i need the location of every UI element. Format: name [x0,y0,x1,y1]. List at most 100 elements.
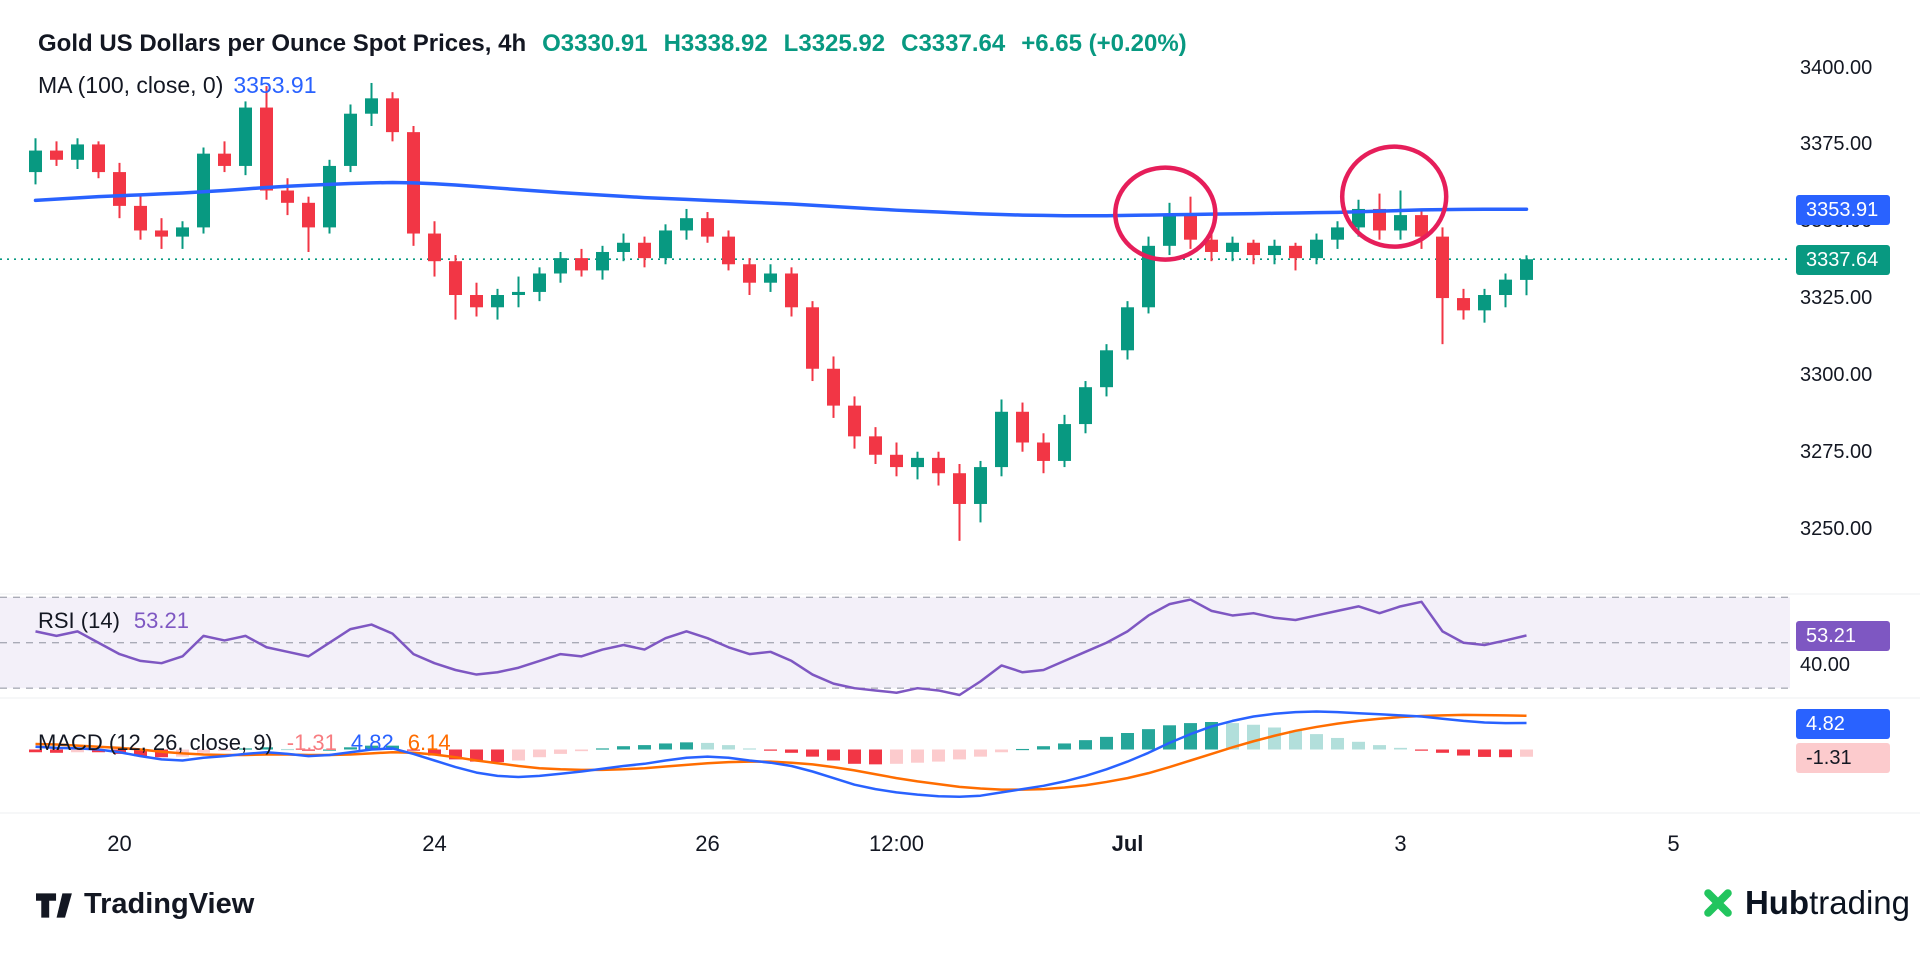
macd-hist-bar [134,749,147,757]
rsi-value-badge: 53.21 [1796,621,1890,652]
candle-body [1415,215,1428,237]
macd-hist-bar [1415,749,1428,751]
macd-hist-bar [1058,743,1071,750]
candle-body [1394,215,1407,231]
macd-hist-bar [302,749,315,751]
macd-hist-bar [92,749,105,753]
macd-hist-bar [575,749,588,752]
candle-body [1331,227,1344,240]
macd-hist-bar [764,749,777,751]
candle-body [869,436,882,455]
candle-body [1184,215,1197,240]
macd-hist-bar [512,749,525,761]
price-change: +6.65 (+0.20%) [1021,30,1187,57]
macd-hist-bar [701,742,714,750]
candle-body [575,258,588,271]
macd-line-value: 4.82 [350,730,394,755]
macd-hist-bar [869,749,882,765]
candle-body [701,218,714,237]
candle-body [680,218,693,231]
candle-body [995,411,1008,468]
candle-body [470,295,483,308]
macd-hist-bar [974,749,987,757]
macd-hist-bar [1457,749,1470,756]
candle-body [50,150,63,160]
macd-hist-bar [239,748,252,750]
ma-price-badge: 3353.91 [1796,195,1890,226]
symbol-title: Gold US Dollars per Ounce Spot Prices, 4… [38,30,527,57]
macd-hist-bar [1394,747,1407,750]
macd-indicator-label: MACD (12, 26, close, 9) [38,730,273,755]
macd-hist-bar [428,749,441,756]
macd-hist-bar [1142,729,1155,750]
candle-body [596,251,609,271]
candle-body [155,230,168,237]
hubtrading-icon [1704,889,1732,917]
ma-indicator-row: MA (100, close, 0) 3353.91 [38,72,1187,100]
price-axis-tick: 3325.00 [1800,287,1873,310]
rsi-pane-header: RSI (14) 53.21 [38,608,189,634]
candle-body [1373,208,1386,231]
macd-hist-bar [1331,737,1344,750]
macd-hist-badge: -1.31 [1796,742,1890,773]
candle-body [449,261,462,295]
candle-body [29,150,42,173]
macd-hist-bar [407,749,420,751]
ma-indicator-label: MA (100, close, 0) [38,71,224,98]
candle-body [386,98,399,133]
macd-pane-header: MACD (12, 26, close, 9) -1.31 4.82 6.14 [38,730,451,756]
macd-hist-bar [197,749,210,753]
ma-indicator-value: 3353.91 [233,71,317,98]
macd-hist-bar [1121,733,1134,750]
candle-body [176,227,189,237]
time-axis[interactable]: 20 24 26 12:00 Jul 3 5 [0,815,1920,867]
ohlc-low: L3325.92 [783,30,886,57]
macd-hist-bar [1289,730,1302,750]
candle-body [785,273,798,308]
candle-body [848,405,861,437]
candle-body [1310,239,1323,259]
candle-body [617,242,630,252]
macd-hist-bar [953,749,966,760]
macd-hist-bar [50,749,63,753]
macd-line [35,710,1527,799]
tradingview-logo[interactable]: TradingView [36,888,254,921]
macd-hist-bar [1373,745,1386,750]
hubtrading-label: Hubtrading [1744,884,1910,921]
candle-body [911,457,924,468]
macd-hist-bar [827,749,840,761]
time-axis-label: 24 [422,831,447,856]
candle-body [218,153,231,166]
candle-body [1142,245,1155,308]
candle-body [1520,259,1533,280]
candle-body [491,295,504,308]
candle-body [1436,236,1449,299]
time-axis-label: 3 [1394,831,1407,856]
macd-hist-bar [932,749,945,762]
ohlc-close: C3337.64 [901,30,1006,57]
candle-body [1100,350,1113,388]
hubtrading-logo: Hubtrading [1699,884,1910,922]
highlight-circle [1339,144,1449,249]
macd-hist-bar [1184,723,1197,750]
price-axis[interactable]: 3400.003375.003350.003325.003300.003275.… [1792,0,1920,812]
macd-hist-bar [1037,746,1050,750]
macd-hist-bar [1226,723,1239,750]
candle-body [1163,215,1176,246]
candle-body [281,190,294,203]
candle-body [1058,424,1071,461]
candle-body [743,264,756,283]
time-axis-label: 5 [1667,831,1680,856]
candle-body [890,454,903,468]
macd-hist-bar [29,749,42,753]
price-axis-tick: 3275.00 [1800,440,1873,463]
tradingview-icon [36,892,72,918]
macd-hist-bar [617,746,630,750]
macd-hist-bar [659,743,672,750]
candle-body [134,205,147,231]
candle-body [1016,411,1029,443]
price-axis-tick: 3300.00 [1800,363,1873,386]
ohlc-high: H3338.92 [663,30,768,57]
macd-hist-bar [1016,748,1029,751]
